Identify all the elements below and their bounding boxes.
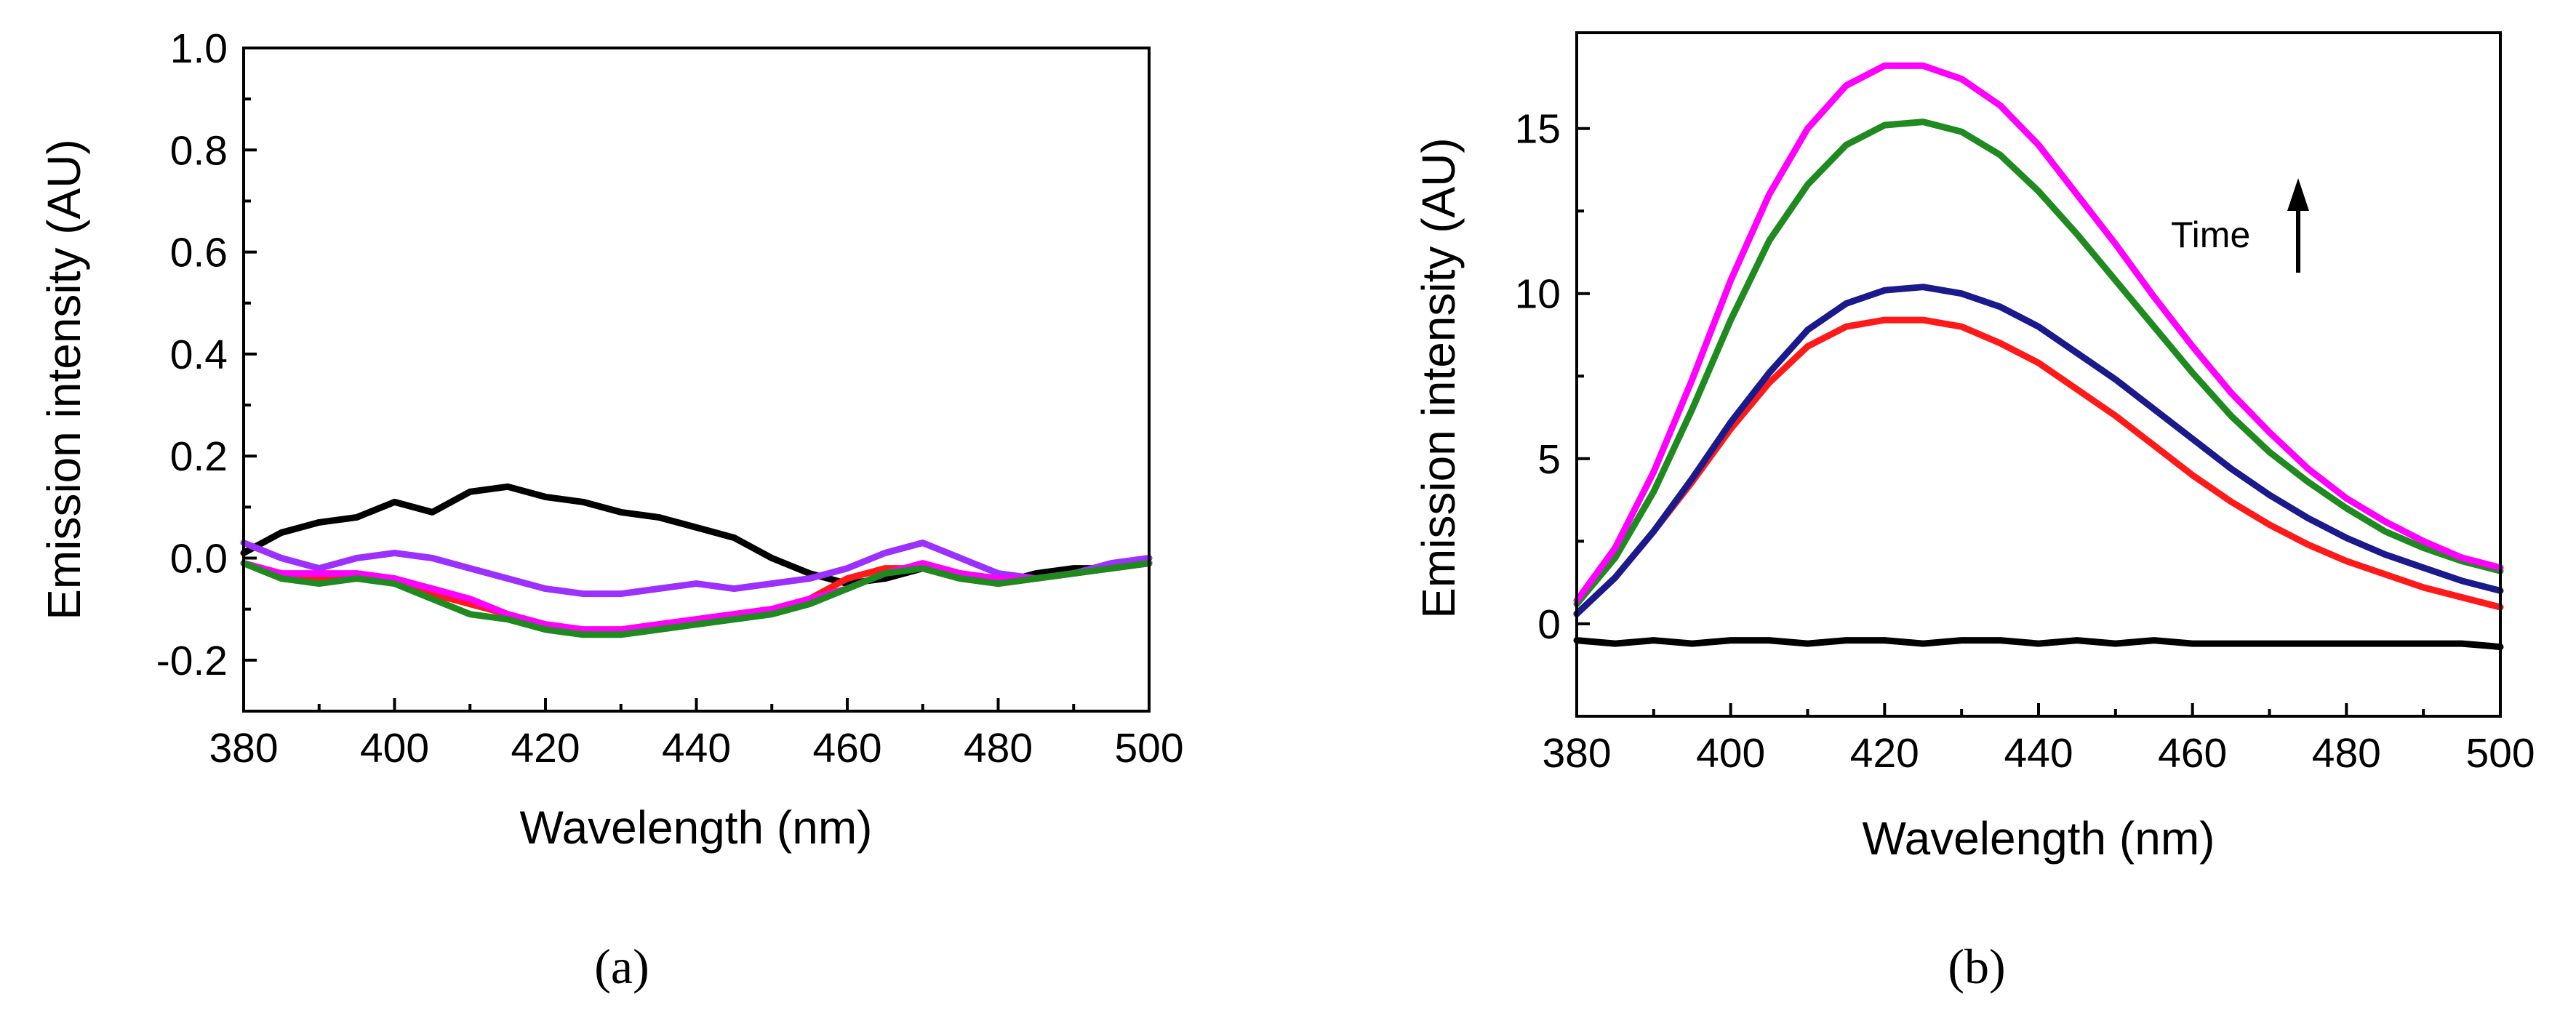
panel-b: 380 400 420 440 460 480 500 0 5 10 15 Wavelength (… — [1412, 31, 2535, 994]
panel-b-xtick-label: 500 — [2465, 730, 2535, 777]
panel-b-series-black — [1573, 637, 2504, 651]
panel-b-series-magenta — [1573, 62, 2504, 604]
panel-b-ytick-label: 5 — [1537, 436, 1561, 483]
panel-a-xtick-label: 400 — [360, 725, 429, 771]
panel-b-xtick-label: 420 — [1850, 730, 1919, 777]
panel-b-frame — [1575, 31, 2502, 718]
panel-a-ytick-label: 0.0 — [170, 536, 228, 582]
panel-b-xtick-label: 380 — [1542, 730, 1611, 777]
panel-a-ytick-label: -0.2 — [156, 638, 228, 684]
panel-a-xtick-label: 440 — [662, 725, 731, 771]
panel-a-ytick-label: 0.4 — [170, 332, 228, 378]
panel-a-xlabel: Wavelength (nm) — [520, 801, 873, 854]
panel-a-series — [240, 483, 1153, 638]
panel-a: 380 400 420 440 460 480 500 -0.2 0.0 0.2 0.4 0.6 0.8… — [38, 25, 1184, 994]
panel-b-ticks: 380 400 420 440 460 480 500 0 5 10 15 — [1515, 106, 2535, 777]
time-annotation-label: Time — [2171, 215, 2250, 255]
time-arrow-icon — [2287, 178, 2309, 273]
panel-a-ytick-label: 1.0 — [170, 25, 228, 72]
panel-a-xtick-label: 500 — [1114, 725, 1183, 771]
panel-a-ytick-label: 0.2 — [170, 433, 228, 480]
panel-b-ytick-label: 10 — [1515, 271, 1561, 318]
panel-a-series-green — [240, 560, 1153, 638]
panel-b-ytick-label: 0 — [1537, 601, 1561, 648]
panel-b-caption: (b) — [1948, 939, 2005, 994]
panel-a-xtick-label: 480 — [964, 725, 1033, 771]
panel-a-xtick-label: 420 — [511, 725, 580, 771]
panel-a-frame — [242, 47, 1151, 713]
panel-b-ytick-label: 15 — [1515, 106, 1561, 153]
panel-a-ticks: 380 400 420 440 460 480 500 -0.2 0.0 0.2 0.4 0.6 0.8… — [156, 25, 1184, 771]
panel-b-xlabel: Wavelength (nm) — [1863, 812, 2215, 865]
panel-b-series-red — [1573, 316, 2504, 617]
panel-b-xtick-label: 480 — [2312, 730, 2381, 777]
panel-a-ylabel: Emission intensity (AU) — [38, 139, 90, 620]
panel-a-xtick-label: 460 — [812, 725, 881, 771]
panel-b-ylabel: Emission intensity (AU) — [1412, 137, 1465, 619]
panel-a-xtick-label: 380 — [209, 725, 278, 771]
panel-a-series-purple — [240, 540, 1153, 598]
panel-b-xtick-label: 460 — [2158, 730, 2227, 777]
panel-a-caption: (a) — [594, 939, 649, 994]
panel-a-series-magenta — [240, 560, 1153, 633]
panel-a-series-black — [240, 483, 1153, 588]
panel-a-ytick-label: 0.6 — [170, 230, 228, 276]
panel-b-series-navy — [1573, 284, 2504, 617]
panel-b-xtick-label: 440 — [2004, 730, 2073, 777]
panel-a-ytick-label: 0.8 — [170, 127, 228, 174]
panel-b-series — [1573, 62, 2504, 651]
panel-b-series-green — [1573, 119, 2504, 608]
panel-b-xtick-label: 400 — [1696, 730, 1765, 777]
